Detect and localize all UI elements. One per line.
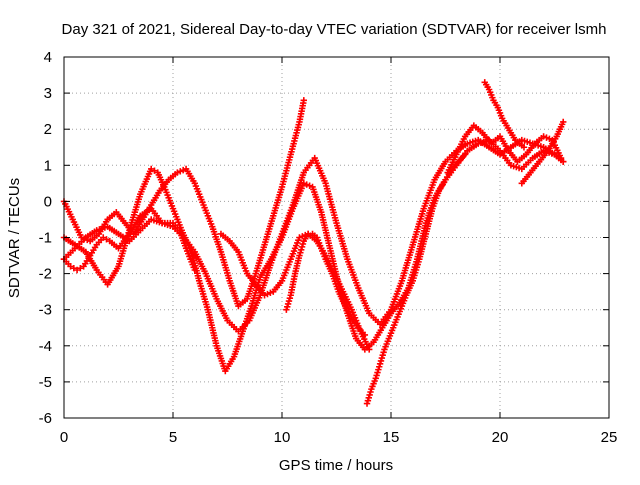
data-point: [191, 266, 198, 274]
axes: 0 5 10 15 20 25 -6 -5 -4 -3 -2 -1 0 1 2 3 4: [39, 49, 618, 446]
data-point: [557, 154, 565, 162]
data-points: [60, 79, 567, 407]
y-tick-label: 3: [44, 85, 52, 102]
data-point: [300, 97, 307, 104]
data-point: [103, 236, 110, 243]
data-point: [361, 331, 369, 339]
y-axis-label: SDTVAR / TECUs: [6, 178, 23, 298]
y-tick-label: 1: [44, 157, 52, 174]
data-point: [73, 266, 81, 274]
y-tick-label: 4: [44, 49, 52, 66]
chart-title: Day 321 of 2021, Sidereal Day-to-day VTE…: [62, 21, 607, 38]
y-tick-label: -5: [39, 374, 52, 391]
x-tick-label: 5: [169, 429, 177, 446]
data-point: [520, 144, 528, 151]
data-point: [67, 263, 74, 270]
y-tick-label: 0: [44, 193, 52, 210]
y-tick-label: 2: [44, 121, 52, 138]
y-tick-label: -4: [39, 338, 52, 355]
y-tick-label: -3: [39, 302, 52, 319]
x-tick-label: 15: [383, 429, 400, 446]
data-point: [366, 346, 373, 353]
data-point: [100, 234, 107, 241]
data-point: [560, 118, 567, 126]
data-point: [70, 264, 78, 272]
data-point: [151, 167, 158, 174]
data-point: [461, 151, 469, 158]
data-point: [77, 264, 84, 272]
y-tick-label: -1: [39, 230, 52, 247]
y-tick-label: -2: [39, 266, 52, 283]
data-point: [148, 165, 155, 173]
x-tick-label: 20: [492, 429, 509, 446]
x-axis-label: GPS time / hours: [279, 457, 393, 474]
grid: [64, 57, 609, 418]
data-point: [560, 158, 567, 165]
y-tick-label: -6: [39, 410, 52, 427]
x-tick-label: 0: [60, 429, 68, 446]
x-tick-label: 10: [274, 429, 291, 446]
x-tick-label: 25: [601, 429, 618, 446]
